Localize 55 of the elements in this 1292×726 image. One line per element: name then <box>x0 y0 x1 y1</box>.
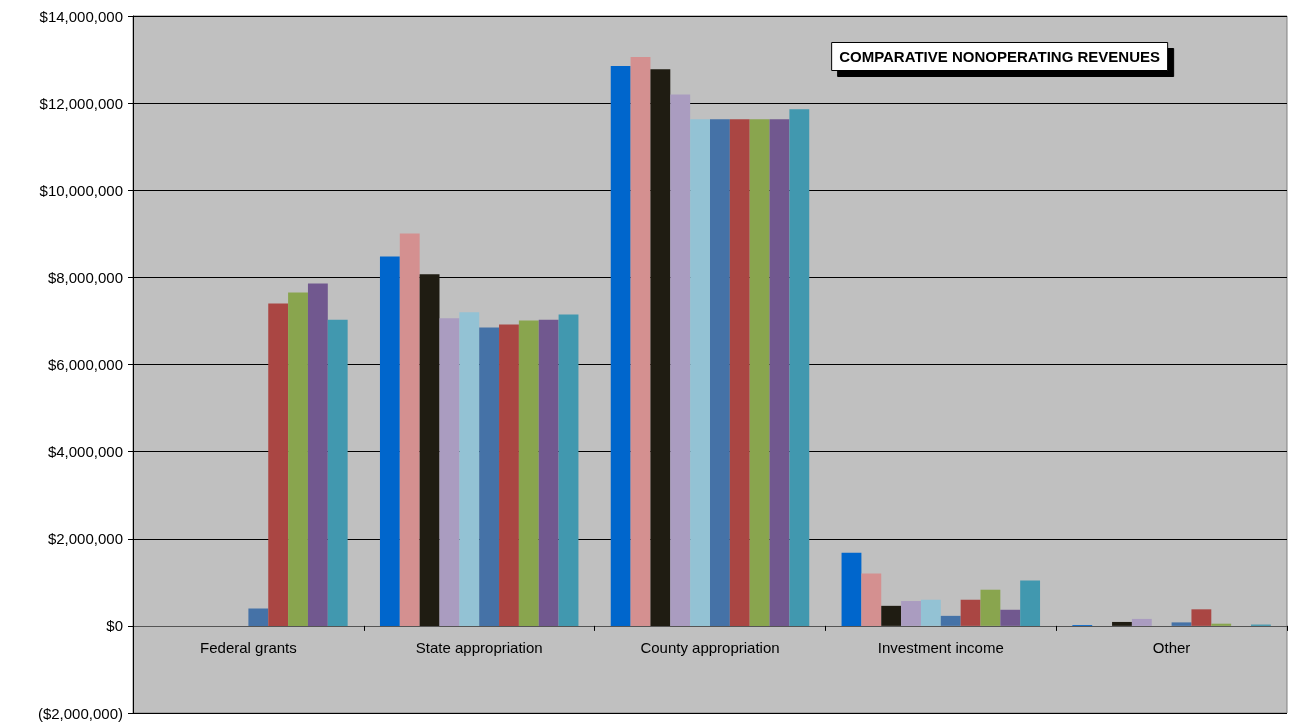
bar <box>1211 623 1232 626</box>
bar <box>1191 609 1212 626</box>
y-tick-label: $14,000,000 <box>39 7 123 25</box>
bar <box>399 233 420 626</box>
y-tick-label: $6,000,000 <box>47 356 123 373</box>
bar <box>980 589 1001 626</box>
x-tick-label: County appropriation <box>640 638 780 656</box>
bar <box>940 615 961 626</box>
bar <box>789 109 810 626</box>
bar <box>630 56 651 626</box>
bar <box>901 601 921 626</box>
bar <box>650 69 671 626</box>
bar <box>1131 618 1152 626</box>
x-tick-label: Other <box>1152 638 1191 656</box>
bar <box>690 119 710 626</box>
y-tick-label: $2,000,000 <box>47 530 123 548</box>
bar <box>459 312 480 626</box>
bar <box>1020 580 1041 626</box>
bar <box>307 283 328 626</box>
bar <box>327 319 348 626</box>
x-tick-label: Investment income <box>877 638 1004 656</box>
y-tick-label: $0 <box>106 617 123 635</box>
bar <box>479 327 500 626</box>
bar <box>1112 621 1132 626</box>
bar <box>1171 622 1192 626</box>
bar <box>769 119 790 626</box>
bar <box>670 94 691 626</box>
y-tick-label: $8,000,000 <box>47 268 123 286</box>
bar <box>518 320 539 626</box>
bar <box>288 292 308 626</box>
bar <box>439 318 460 626</box>
bar <box>379 256 400 626</box>
x-tick-label: State appropriation <box>415 638 543 656</box>
bar <box>538 319 559 626</box>
bar <box>729 119 750 626</box>
bar <box>419 274 440 626</box>
text: COMPARATIVE NONOPERATING REVENUES <box>839 48 1160 65</box>
x-tick-label: Federal grants <box>200 638 297 656</box>
bar <box>960 599 981 626</box>
y-tick-label: $10,000,000 <box>39 181 123 199</box>
bar <box>861 573 882 626</box>
bar <box>558 314 579 626</box>
y-tick-label: $12,000,000 <box>39 94 123 112</box>
bar <box>749 119 770 626</box>
bar <box>268 303 289 626</box>
bar <box>248 608 269 626</box>
bar <box>610 66 631 626</box>
bar <box>1000 609 1021 626</box>
y-tick-label: $4,000,000 <box>47 443 123 461</box>
bar <box>710 119 730 626</box>
y-tick-label: ($2,000,000) <box>37 704 123 722</box>
bar <box>499 324 519 626</box>
bar <box>841 552 862 626</box>
bar <box>881 605 902 626</box>
bar <box>920 599 941 626</box>
